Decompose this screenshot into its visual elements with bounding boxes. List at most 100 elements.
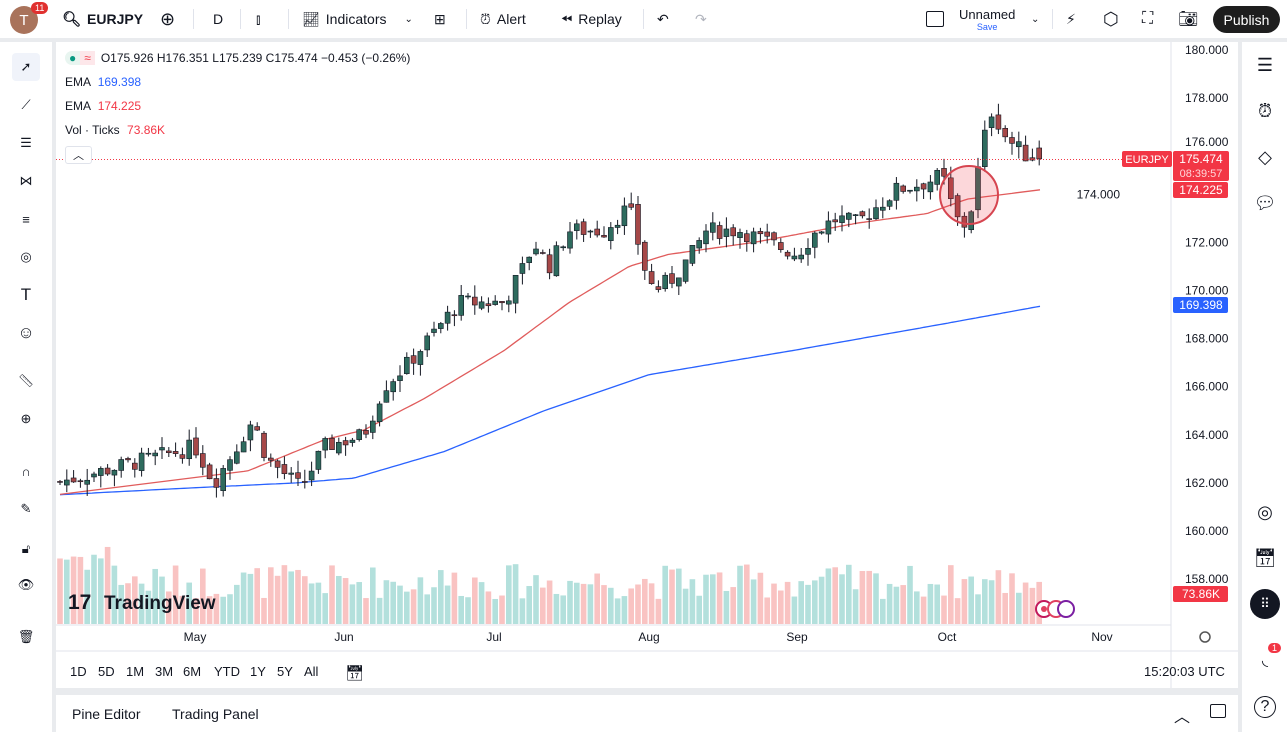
volume-bar	[254, 568, 260, 624]
redo-button[interactable]: ↷	[695, 0, 707, 38]
trend-line-tool[interactable]: ⟋	[12, 91, 40, 119]
alerts-button[interactable]: ⏰︎	[1250, 96, 1280, 126]
ema-50-legend[interactable]: EMA 174.225	[65, 99, 142, 113]
collapse-legend-button[interactable]: ︿	[65, 146, 92, 164]
candle-body	[302, 481, 308, 483]
layout-name-button[interactable]: Unnamed Save	[959, 6, 1016, 32]
lock-drawings-tool[interactable]: 🔓︎	[12, 535, 40, 563]
candle-body	[397, 375, 403, 381]
news-feed-button[interactable]: ◟ 1	[1250, 643, 1282, 675]
candle-body	[254, 426, 260, 431]
pine-editor-tab[interactable]: Pine Editor	[72, 706, 141, 722]
ema-line[interactable]	[59, 189, 1041, 496]
volume-bar	[880, 598, 886, 624]
trading-panel-tab[interactable]: Trading Panel	[172, 706, 259, 722]
trash-icon: 🗑︎	[17, 629, 35, 644]
layout-checkbox[interactable]	[926, 0, 944, 38]
volume-bar	[179, 595, 186, 624]
watchlist-button[interactable]: ☰	[1250, 50, 1280, 80]
candle-body	[179, 454, 186, 459]
candle-body	[886, 200, 893, 207]
calendar-button[interactable]: 📅︎	[1250, 543, 1280, 573]
screener-button[interactable]: ◎	[1250, 497, 1280, 527]
range-button-5d[interactable]: 5D	[98, 664, 115, 679]
highlight-circle[interactable]	[939, 165, 999, 225]
chart-settings-icon[interactable]	[1199, 631, 1211, 643]
emoji-tool[interactable]: ☺	[12, 319, 40, 347]
data-delay-icon[interactable]: ≈	[80, 51, 95, 65]
candle-body	[499, 301, 505, 304]
range-button-6m[interactable]: 6M	[183, 664, 202, 679]
volume-bar	[472, 577, 478, 624]
range-button-3m[interactable]: 3M	[155, 664, 174, 679]
range-button-5y[interactable]: 5Y	[277, 664, 293, 679]
fib-tool[interactable]: ☰	[12, 129, 40, 157]
pattern-tool[interactable]: ⋈	[12, 167, 40, 195]
price-tick-label: 166.000	[1185, 380, 1229, 394]
undo-button[interactable]: ↶	[657, 0, 669, 38]
magnet-tool[interactable]: ∩	[12, 457, 40, 485]
ema-200-legend[interactable]: EMA 169.398	[65, 75, 142, 89]
lock-icon: 🔓︎	[21, 541, 31, 556]
candle-body	[1015, 141, 1022, 148]
volume-bar	[846, 564, 852, 624]
event-markers[interactable]	[1035, 600, 1075, 618]
volume-bar	[574, 582, 580, 624]
layouts-button[interactable]: ⊞	[434, 0, 446, 38]
cursor-tool[interactable]: ➚	[12, 53, 40, 81]
forecast-icon: ≡	[22, 211, 30, 227]
candle-body	[240, 441, 247, 453]
range-button-all[interactable]: All	[304, 664, 319, 679]
utc-clock[interactable]: 15:20:03 UTC	[1144, 664, 1225, 679]
range-button-1y[interactable]: 1Y	[250, 664, 266, 679]
zoom-tool[interactable]: ⊕	[12, 405, 40, 433]
range-button-1m[interactable]: 1M	[126, 664, 145, 679]
maximize-panel-button[interactable]	[1210, 704, 1226, 718]
quick-search-button[interactable]: ⚡︎	[1066, 0, 1076, 38]
help-button[interactable]: ?	[1250, 692, 1280, 722]
candle-body	[635, 204, 641, 245]
remove-drawings-tool[interactable]: 🗑︎	[12, 623, 40, 651]
price-chart[interactable]: 180.000 178.000 176.000 174.000 172.000 170.0…	[56, 42, 1238, 688]
layout-menu-button[interactable]: ⌄	[1031, 0, 1039, 38]
candle-body	[920, 183, 927, 190]
candle-body	[1029, 157, 1036, 161]
trend-line-icon: ⟋	[21, 97, 31, 112]
measure-tool[interactable]: 📏︎	[12, 367, 40, 395]
hide-drawings-tool[interactable]: 👁︎	[12, 571, 40, 599]
text-tool[interactable]: T	[12, 281, 40, 309]
alert-button[interactable]: ⏰︎ Alert	[480, 10, 526, 28]
replay-button[interactable]: ⏪︎ Replay	[561, 10, 622, 28]
fullscreen-button[interactable]: ⛶	[1142, 0, 1153, 38]
chart-type-button[interactable]: ⫾	[256, 0, 260, 38]
products-button[interactable]: ⠿	[1250, 589, 1280, 619]
candle-body	[614, 224, 621, 228]
object-tree-button[interactable]: ◇	[1250, 142, 1280, 172]
chart-panel[interactable]: 180.000 178.000 176.000 174.000 172.000 170.0…	[56, 42, 1238, 688]
candle-body	[505, 300, 512, 305]
go-to-date-button[interactable]: 📅︎	[345, 664, 364, 682]
range-button-ytd[interactable]: YTD	[214, 664, 240, 679]
candle-body	[308, 470, 315, 481]
volume-bar	[138, 583, 145, 624]
indicators-button[interactable]: 📈︎ Indicators ⌄	[302, 10, 413, 28]
brush-tool[interactable]: ◎	[12, 243, 40, 271]
stay-drawing-tool[interactable]: ✎	[12, 495, 40, 523]
volume-bar	[295, 569, 301, 624]
snapshot-button[interactable]: 📷︎	[1178, 0, 1198, 38]
forecast-tool[interactable]: ≡	[12, 205, 40, 233]
publish-button[interactable]: Publish	[1213, 6, 1280, 33]
compare-symbol-button[interactable]: ⊕	[160, 0, 175, 38]
volume-legend[interactable]: Vol · Ticks 73.86K	[65, 123, 166, 137]
candle-body	[220, 468, 226, 491]
market-status-icon[interactable]: ●	[65, 51, 81, 65]
chats-button[interactable]: 💬︎	[1250, 188, 1280, 218]
range-button-1d[interactable]: 1D	[70, 664, 87, 679]
interval-button[interactable]: D	[213, 11, 224, 27]
symbol-search[interactable]: 🔍︎ EURJPY	[62, 11, 144, 28]
candle-body	[689, 245, 696, 264]
settings-button[interactable]: ⬡	[1103, 0, 1119, 38]
collapse-panel-button[interactable]: ︿	[1174, 703, 1190, 727]
candle-body	[546, 254, 553, 274]
volume-bar	[784, 581, 791, 624]
